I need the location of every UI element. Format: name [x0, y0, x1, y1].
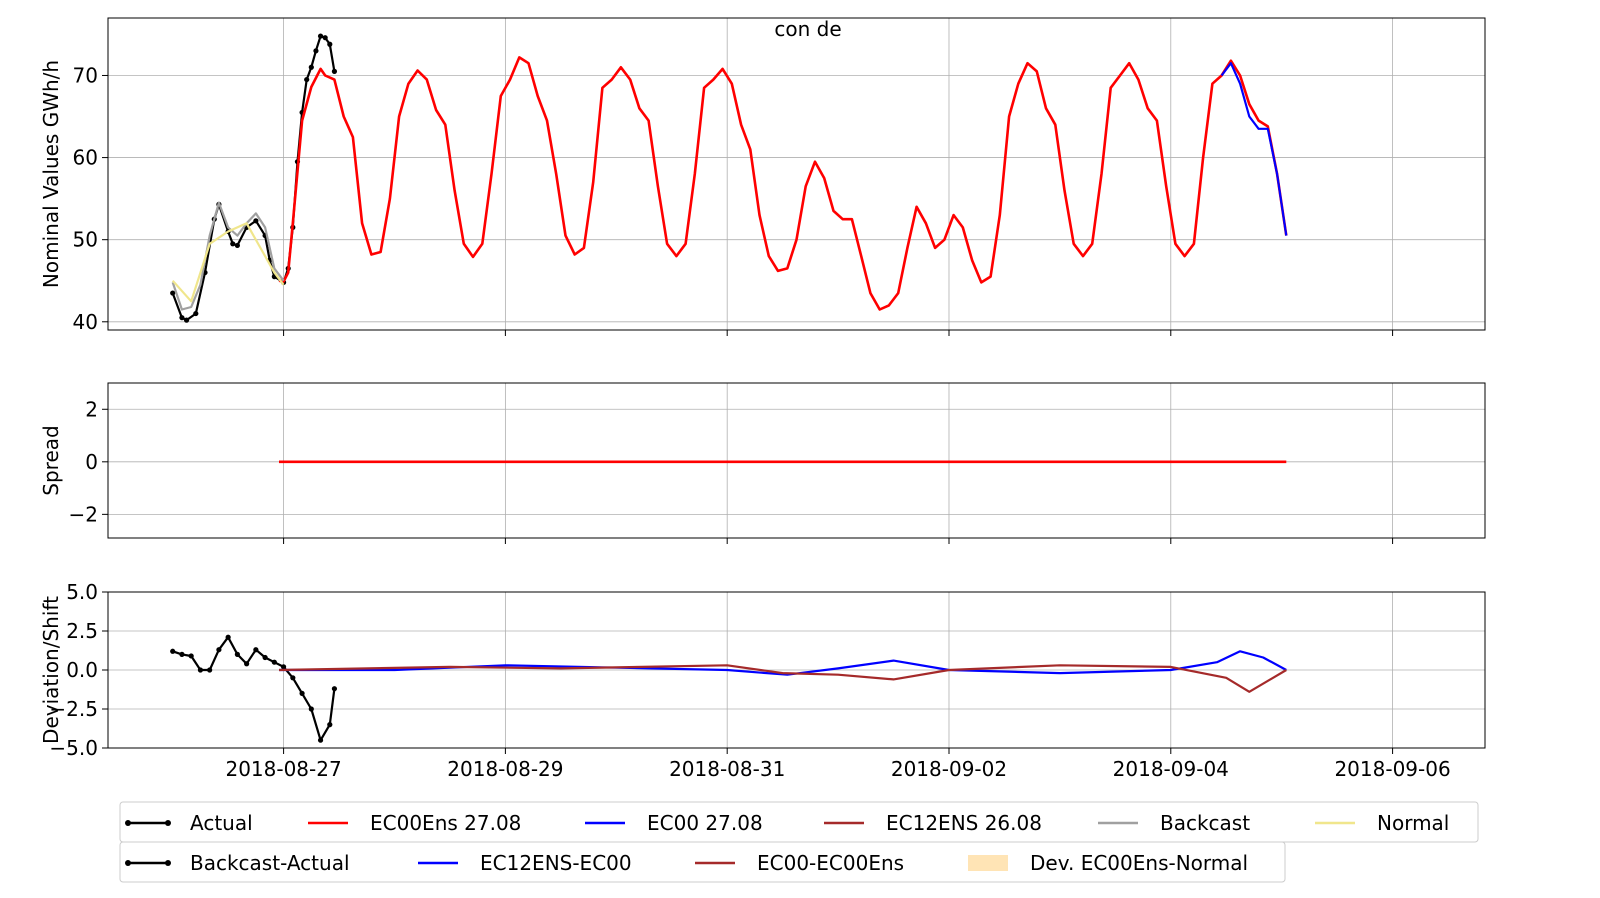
data-point: [271, 659, 277, 665]
data-point: [317, 737, 324, 743]
legend-label: Backcast: [1160, 811, 1250, 835]
legend-swatch: [968, 855, 1008, 871]
legend-label: Normal: [1377, 811, 1449, 835]
x-tick-label: 2018-08-31: [669, 757, 785, 781]
deviation-shift-panel: 2018-08-27 2018-08-29 2018-08-31 2018-09-02…: [39, 580, 1486, 781]
x-tick-label: 2018-09-06: [1334, 757, 1450, 781]
data-point: [313, 48, 319, 54]
y-tick-label: 0.0: [66, 658, 98, 682]
data-point: [207, 667, 213, 673]
data-point: [216, 647, 222, 653]
series-line-normal: [171, 222, 285, 303]
y-axis-label: Nominal Values GWh/h: [39, 60, 63, 288]
series-line-actual: [171, 35, 336, 322]
y-tick-label: 60: [73, 146, 98, 170]
data-point: [183, 317, 190, 323]
data-point: [253, 218, 259, 224]
data-point: [308, 64, 314, 70]
y-tick-label: 40: [73, 310, 98, 334]
y-tick-label: 0: [85, 450, 98, 474]
legend: Actual EC00Ens 27.08 EC00 27.08 EC12ENS 26.…: [119, 801, 1479, 883]
series-line-ec00-ec00ens: [278, 664, 1287, 693]
y-tick-label: 5.0: [66, 580, 98, 604]
data-point: [179, 651, 185, 658]
legend-label: EC00-EC00Ens: [757, 851, 904, 875]
data-point: [317, 33, 324, 39]
y-tick-label: −2: [69, 502, 98, 526]
data-point: [327, 41, 333, 47]
data-point: [234, 242, 240, 249]
plot-frame: [107, 591, 1486, 749]
data-point: [179, 315, 185, 321]
data-point: [234, 651, 240, 658]
legend-marker: [165, 860, 171, 866]
series-line-backcast: [171, 201, 285, 311]
data-point: [331, 686, 338, 692]
data-point: [308, 706, 314, 712]
x-tick-label: 2018-08-29: [447, 757, 563, 781]
series-line-ec12ens-ec00: [279, 650, 1287, 676]
data-point: [280, 664, 287, 670]
data-point: [299, 690, 305, 697]
legend-marker: [125, 820, 131, 826]
y-tick-label: 2.5: [66, 619, 98, 643]
x-tick-label: 2018-08-27: [225, 757, 341, 781]
data-point: [170, 290, 176, 296]
y-tick-label: 70: [73, 63, 98, 87]
y-tick-label: −2.5: [49, 697, 98, 721]
plot-frame: [107, 382, 1486, 539]
legend-label: Dev. EC00Ens-Normal: [1030, 851, 1248, 875]
legend-label: Actual: [190, 811, 253, 835]
data-point: [193, 310, 199, 317]
data-point: [322, 35, 328, 41]
series-line-ec00-27-08: [1220, 62, 1288, 236]
chart-title: con de: [774, 17, 841, 41]
data-point: [304, 76, 310, 83]
legend-label: EC12ENS 26.08: [886, 811, 1042, 835]
y-axis-label: Deviation/Shift: [39, 596, 63, 744]
legend-row1: Actual EC00Ens 27.08 EC00 27.08 EC12ENS 26.…: [125, 811, 1449, 835]
y-tick-label: 50: [73, 228, 98, 252]
data-point: [327, 722, 333, 728]
data-point: [253, 647, 259, 653]
series-line-ec00ens-27-08: [278, 56, 1288, 311]
data-point: [170, 648, 176, 654]
legend-row2: Backcast-Actual EC12ENS-EC00 EC00-EC00Ens D…: [125, 851, 1248, 875]
legend-label: EC12ENS-EC00: [480, 851, 632, 875]
x-tick-label: 2018-09-02: [891, 757, 1007, 781]
y-axis-label: Spread: [39, 425, 63, 495]
data-point: [188, 653, 194, 659]
data-point: [230, 241, 236, 247]
legend-label: Backcast-Actual: [190, 851, 350, 875]
y-tick-label: −5.0: [49, 736, 98, 760]
data-point: [290, 675, 296, 681]
x-tick-label: 2018-09-04: [1113, 757, 1229, 781]
legend-label: EC00Ens 27.08: [370, 811, 521, 835]
plot-frame: [107, 17, 1486, 331]
legend-marker: [165, 820, 171, 826]
data-point: [244, 661, 250, 667]
data-point: [225, 634, 231, 640]
series-line-backcast-actual: [172, 636, 336, 742]
legend-label: EC00 27.08: [647, 811, 763, 835]
data-point: [331, 68, 338, 74]
y-tick-label: 2: [85, 397, 98, 421]
legend-marker: [125, 860, 131, 866]
data-point: [262, 654, 268, 661]
data-point: [197, 667, 204, 673]
nominal-values-panel: 40 50 60 70 Nominal Values GWh/h con de: [39, 17, 1486, 336]
